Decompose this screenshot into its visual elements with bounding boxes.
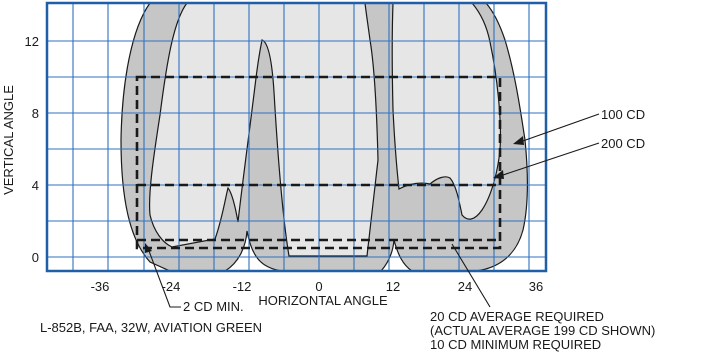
leader-20cd-avg: [451, 243, 491, 308]
x-tick-label: -12: [233, 279, 252, 294]
x-tick-label: -36: [91, 279, 110, 294]
plot-frame: [45, 1, 548, 273]
leader-2cd-min: [148, 250, 181, 308]
x-tick-label: 36: [529, 279, 543, 294]
y-tick-label: 8: [32, 106, 39, 121]
callout-2cd-min: 2 CD MIN.: [183, 299, 244, 314]
callout-10cd-minimum: 10 CD MINIMUM REQUIRED: [430, 337, 601, 352]
callout-20cd-average: 20 CD AVERAGE REQUIRED: [430, 309, 604, 324]
plot-area: [47, 2, 546, 272]
y-tick-labels: 12 8 4 0: [25, 34, 39, 265]
requirement-boxes: [135, 75, 502, 250]
leader-200cd: [499, 142, 600, 177]
arrowhead-100cd: [513, 136, 524, 145]
vertical-gridlines: [72, 3, 530, 271]
leader-100cd: [519, 113, 600, 143]
x-tick-label: 24: [458, 279, 472, 294]
x-tick-label: 0: [315, 279, 322, 294]
x-tick-label: -24: [162, 279, 181, 294]
x-axis-title: HORIZONTAL ANGLE: [258, 293, 388, 308]
x-tick-label: 12: [386, 279, 400, 294]
callout-actual-average: (ACTUAL AVERAGE 199 CD SHOWN): [430, 323, 655, 338]
leader-arrowheads: [145, 136, 524, 253]
callout-100cd: 100 CD: [601, 107, 645, 122]
y-tick-label: 12: [25, 34, 39, 49]
contour-200cd: [148, 2, 502, 257]
y-tick-label: 4: [32, 178, 39, 193]
leader-lines: [148, 113, 600, 308]
y-tick-label: 0: [32, 250, 39, 265]
box-0-10deg: [135, 75, 502, 250]
y-axis-title: VERTICAL ANGLE: [1, 85, 16, 195]
arrowhead-2cd-min: [145, 243, 152, 253]
x-tick-labels: -36 -24 -12 0 12 24 36: [91, 279, 544, 294]
diagram-caption: L-852B, FAA, 32W, AVIATION GREEN: [40, 320, 262, 335]
callout-200cd: 200 CD: [601, 136, 645, 151]
arrowhead-200cd: [493, 170, 504, 179]
